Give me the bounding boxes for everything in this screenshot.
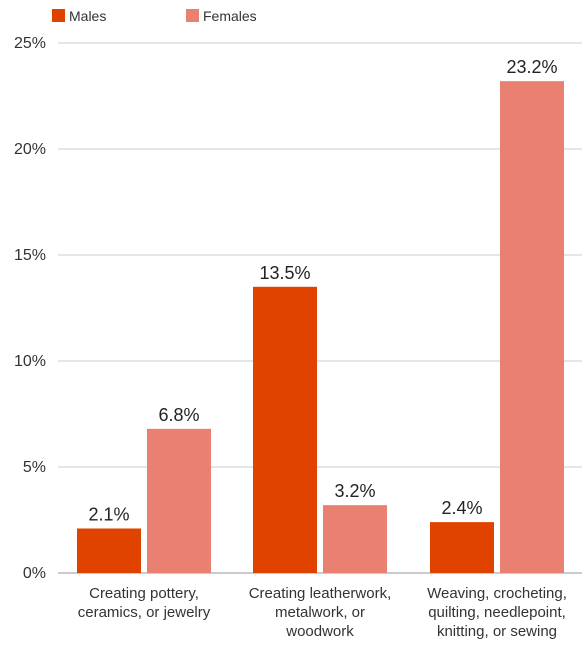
y-tick-label-4: 20% bbox=[14, 141, 46, 158]
y-tick-label-0: 0% bbox=[23, 565, 46, 582]
y-tick-label-2: 10% bbox=[14, 353, 46, 370]
legend-swatch-1 bbox=[186, 9, 199, 22]
bar-females-1 bbox=[323, 505, 387, 573]
category-label-2-line-1: quilting, needlepoint, bbox=[428, 604, 566, 621]
data-label-males-2: 2.4% bbox=[441, 498, 482, 518]
legend-swatch-0 bbox=[52, 9, 65, 22]
data-label-females-0: 6.8% bbox=[158, 405, 199, 425]
category-label-1-line-2: woodwork bbox=[285, 623, 354, 640]
y-tick-label-5: 25% bbox=[14, 35, 46, 52]
category-label-2-line-0: Weaving, crocheting, bbox=[427, 585, 567, 602]
bar-females-0 bbox=[147, 428, 211, 573]
bars bbox=[77, 81, 564, 573]
gridlines bbox=[58, 42, 582, 574]
category-label-1-line-1: metalwork, or bbox=[275, 604, 365, 621]
y-axis-ticks: 0% 5% 10% 15% 20% 25% bbox=[14, 35, 46, 582]
data-label-females-2: 23.2% bbox=[506, 57, 557, 77]
category-label-0-line-1: ceramics, or jewelry bbox=[78, 604, 211, 621]
bar-males-2 bbox=[430, 522, 494, 573]
bar-females-2 bbox=[500, 81, 564, 573]
legend: Males Females bbox=[52, 8, 257, 24]
legend-label-1: Females bbox=[203, 8, 257, 24]
y-tick-label-1: 5% bbox=[23, 459, 46, 476]
y-tick-label-3: 15% bbox=[14, 247, 46, 264]
category-labels: Creating pottery, ceramics, or jewelry Cre… bbox=[78, 585, 567, 640]
category-label-2-line-2: knitting, or sewing bbox=[437, 623, 557, 640]
bar-males-0 bbox=[77, 528, 141, 573]
data-label-males-1: 13.5% bbox=[259, 263, 310, 283]
data-labels: 2.1% 13.5% 2.4% 6.8% 3.2% 23.2% bbox=[88, 57, 557, 524]
category-label-0-line-0: Creating pottery, bbox=[89, 585, 199, 602]
data-label-males-0: 2.1% bbox=[88, 504, 129, 524]
bar-males-1 bbox=[253, 286, 317, 573]
category-label-1-line-0: Creating leatherwork, bbox=[249, 585, 392, 602]
data-label-females-1: 3.2% bbox=[334, 481, 375, 501]
legend-label-0: Males bbox=[69, 8, 106, 24]
